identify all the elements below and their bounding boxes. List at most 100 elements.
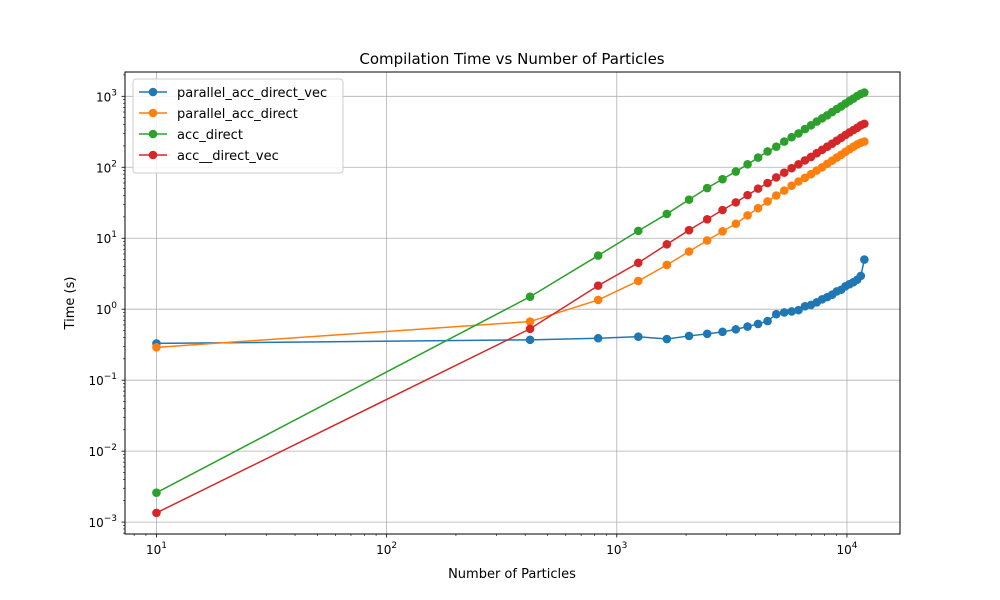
data-point (593, 295, 603, 305)
data-point (662, 209, 672, 219)
data-point (794, 129, 803, 138)
data-point (718, 327, 727, 337)
y-tick-label: 10−1 (88, 372, 117, 388)
y-tick-label: 100 (96, 301, 117, 317)
data-point (633, 276, 643, 286)
series-line (156, 259, 866, 345)
data-point (662, 334, 672, 344)
data-point (684, 195, 694, 204)
legend-label: acc_direct (177, 128, 243, 143)
legend-item: parallel_acc_direct (139, 107, 298, 122)
data-point (684, 225, 694, 235)
data-point (593, 251, 603, 260)
chart-title: Compilation Time vs Number of Particles (359, 50, 664, 68)
data-point (633, 332, 643, 341)
data-point (633, 258, 643, 268)
data-point (684, 331, 694, 341)
legend-label: parallel_acc_direct (177, 107, 298, 122)
legend-swatch-marker (148, 129, 158, 139)
data-point (753, 184, 763, 193)
y-tick-label: 101 (96, 230, 117, 246)
data-point (771, 142, 781, 151)
data-point (684, 247, 694, 256)
data-point (753, 319, 763, 329)
data-point (779, 168, 789, 177)
data-point (525, 335, 535, 345)
data-point (743, 190, 752, 200)
data-point (753, 203, 763, 213)
y-tick-label: 102 (96, 159, 117, 175)
data-point (593, 281, 603, 290)
data-point (633, 226, 643, 236)
x-tick-label: 104 (836, 541, 857, 557)
data-point (702, 183, 712, 193)
data-point (743, 160, 752, 169)
legend-label: parallel_acc_direct_vec (177, 86, 327, 101)
data-point (743, 322, 752, 331)
data-point (718, 227, 727, 236)
data-point (743, 211, 752, 220)
data-point (771, 309, 781, 319)
x-tick-label: 103 (606, 541, 627, 557)
data-point (860, 255, 869, 264)
legend-swatch-marker (148, 150, 158, 160)
legend-item: acc__direct_vec (139, 149, 279, 164)
legend: parallel_acc_direct_vec parallel_acc_dire… (132, 78, 344, 174)
legend-box (132, 78, 344, 174)
data-point (763, 178, 772, 188)
series-group (152, 88, 869, 518)
data-point (718, 174, 727, 184)
legend-swatch-marker (148, 87, 158, 97)
data-point (152, 343, 161, 352)
y-axis-label: Time (s) (63, 277, 78, 331)
axis-ticks: 101 102 103 104 10−3 10−2 10−1 100 101 102 103 (88, 74, 858, 557)
series-parallel-acc-direct (152, 137, 869, 352)
data-point (860, 119, 869, 129)
x-tick-label: 102 (376, 541, 397, 557)
data-point (771, 191, 781, 200)
series-acc-direct (152, 88, 869, 497)
data-point (525, 292, 535, 302)
series-parallel-acc-direct-vec (152, 255, 869, 348)
data-point (779, 308, 789, 317)
data-point (525, 324, 535, 334)
data-point (787, 163, 796, 173)
data-point (718, 205, 727, 215)
data-point (731, 325, 741, 334)
data-point (702, 329, 712, 339)
data-point (525, 317, 535, 326)
data-point (763, 147, 772, 156)
legend-item: parallel_acc_direct_vec (139, 86, 327, 101)
data-point (794, 177, 803, 186)
data-point (856, 271, 866, 281)
data-point (753, 153, 763, 162)
data-point (860, 88, 869, 97)
data-point (787, 132, 796, 142)
legend-item: acc_direct (139, 128, 243, 143)
y-tick-label: 103 (96, 88, 117, 104)
legend-label: acc__direct_vec (177, 149, 279, 164)
data-point (662, 260, 672, 270)
data-point (787, 307, 796, 316)
data-point (779, 137, 789, 146)
data-point (731, 198, 741, 207)
data-point (763, 316, 772, 326)
data-point (731, 219, 741, 229)
plot-frame (124, 71, 901, 535)
data-point (787, 181, 796, 190)
data-point (779, 186, 789, 195)
data-point (794, 305, 803, 315)
data-point (794, 160, 803, 169)
data-point (152, 488, 161, 497)
data-point (860, 137, 869, 146)
data-point (593, 333, 603, 343)
data-point (771, 173, 781, 182)
data-point (702, 236, 712, 245)
legend-swatch-marker (148, 108, 158, 118)
data-point (731, 167, 741, 176)
data-point (662, 240, 672, 249)
data-point (702, 214, 712, 224)
series-acc-direct-vec (152, 119, 869, 518)
data-point (763, 197, 772, 206)
